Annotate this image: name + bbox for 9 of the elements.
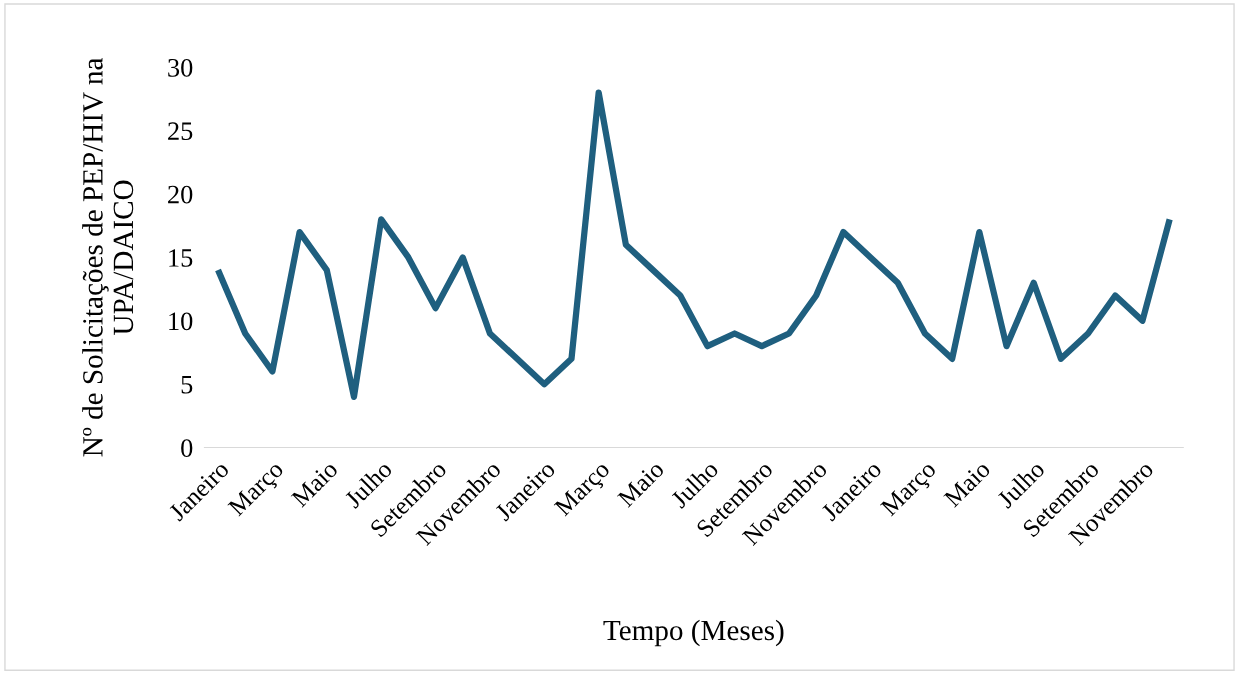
x-axis-title: Tempo (Meses) <box>603 619 784 647</box>
y-tick-label: 20 <box>168 185 193 204</box>
y-tick-label: 15 <box>169 249 193 267</box>
y-tick-label: 5 <box>181 376 193 394</box>
y-axis-title: Nº de Solicitações de PEP/HIV na UPA/DAICO <box>82 57 134 457</box>
y-tick-label: 10 <box>169 312 193 331</box>
y-tick-label: 0 <box>181 439 193 457</box>
y-tick-label: 25 <box>168 122 193 141</box>
y-tick-label: 30 <box>168 58 193 77</box>
